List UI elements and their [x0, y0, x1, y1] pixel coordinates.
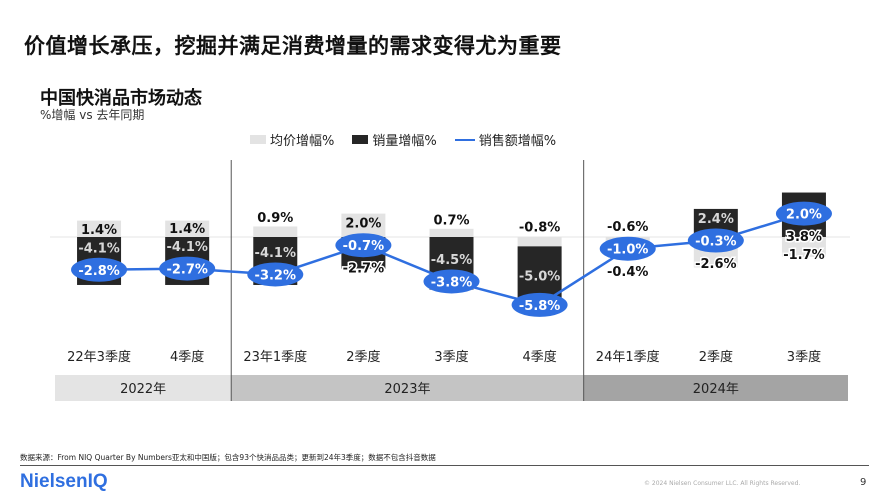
value-label-2: -3.2%	[255, 268, 296, 283]
volume-label-8: 3.8%	[786, 230, 822, 245]
value-label-3: -0.7%	[343, 239, 384, 254]
chart-legend: 均价增幅% 销量增幅% 销售额增幅%	[250, 130, 556, 149]
price-bar-1	[165, 220, 210, 237]
price-bar-8	[781, 237, 826, 257]
value-point-8	[775, 201, 832, 226]
price-label-2: 0.9%	[257, 211, 293, 226]
value-label-5: -5.8%	[519, 299, 560, 314]
slide-headline: 价值增长承压，挖掘并满足消费增量的需求变得尤为重要	[24, 34, 562, 58]
price-label-8: -1.7%	[783, 248, 824, 263]
chart-plot: 2022年 2023年 2024年 22年3季度 4季度 23年1季度 2季度 3季度 4季度 2…	[50, 160, 850, 401]
value-label-4: -3.8%	[431, 275, 472, 290]
volume-label-4: -4.5%	[431, 253, 472, 268]
volume-label-0: -4.1%	[78, 241, 119, 256]
value-label-0: -2.8%	[78, 264, 119, 279]
value-point-4	[423, 269, 480, 294]
category-label-2: 23年1季度	[243, 349, 307, 365]
year-label-1: 2023年	[384, 382, 430, 397]
value-point-7	[687, 228, 744, 253]
category-label-0: 22年3季度	[67, 349, 131, 365]
legend-item-value: 销售额增幅%	[454, 130, 557, 149]
year-band-2	[583, 375, 848, 401]
value-label-1: -2.7%	[166, 263, 207, 278]
chart-title: 中国快消品市场动态	[40, 88, 202, 109]
category-label-7: 2季度	[699, 349, 733, 365]
volume-label-1: -4.1%	[166, 240, 207, 255]
page-number: 9	[860, 477, 867, 488]
chart-subtitle: %增幅 vs 去年同期	[40, 108, 145, 122]
price-label-1: 1.4%	[169, 222, 205, 237]
value-point-5	[511, 292, 568, 317]
price-label-3: 2.0%	[345, 217, 381, 232]
value-point-1	[159, 256, 216, 281]
price-label-0: 1.4%	[81, 223, 117, 238]
category-label-5: 4季度	[522, 349, 556, 365]
price-bar-4	[429, 228, 474, 237]
volume-label-3: -2.7%	[343, 262, 384, 277]
year-label-2: 2024年	[693, 382, 739, 397]
legend-swatch-value	[454, 138, 475, 141]
legend-swatch-volume	[352, 135, 369, 144]
volume-label-2: -4.1%	[255, 246, 296, 261]
price-label-5: -0.8%	[519, 221, 560, 236]
category-label-8: 3季度	[787, 349, 821, 365]
price-bar-2	[253, 226, 298, 237]
legend-label-price: 均价增幅%	[270, 134, 335, 149]
price-bar-3	[341, 213, 386, 237]
price-bar-5	[517, 237, 562, 247]
legend-item-price: 均价增幅%	[250, 130, 334, 149]
legend-item-volume: 销量增幅%	[352, 130, 437, 149]
price-label-4: 0.7%	[433, 213, 469, 228]
source-note: 数据来源：From NIQ Quarter By Numbers亚太和中国版；包…	[20, 453, 436, 462]
legend-label-value: 销售额增幅%	[478, 134, 557, 149]
footer-divider	[20, 465, 869, 466]
year-band-1	[231, 375, 584, 401]
value-point-0	[71, 257, 128, 282]
legend-swatch-price	[250, 135, 266, 144]
volume-label-5: -5.0%	[519, 270, 560, 285]
value-label-7: -0.3%	[695, 235, 736, 250]
volume-label-7: 2.4%	[698, 212, 734, 227]
price-label-6: -0.6%	[607, 220, 648, 235]
price-label-7: -2.6%	[695, 257, 736, 272]
value-label-6: -1.0%	[607, 243, 648, 258]
year-band-0	[55, 375, 232, 401]
category-label-4: 3季度	[434, 349, 468, 365]
volume-label-6: -0.4%	[607, 265, 648, 280]
category-label-6: 24年1季度	[596, 349, 660, 365]
category-label-1: 4季度	[170, 349, 204, 365]
nielseniq-logo: NielsenIQ	[20, 471, 108, 492]
price-bar-0	[77, 220, 122, 237]
year-label-0: 2022年	[120, 382, 166, 397]
value-point-3	[335, 233, 392, 258]
category-label-3: 2季度	[346, 349, 380, 365]
value-label-8: 2.0%	[786, 208, 822, 223]
legend-label-volume: 销量增幅%	[372, 134, 437, 149]
value-point-6	[599, 236, 656, 261]
copyright: © 2024 Nielsen Consumer LLC. All Rights …	[644, 480, 801, 487]
value-point-2	[247, 262, 304, 287]
